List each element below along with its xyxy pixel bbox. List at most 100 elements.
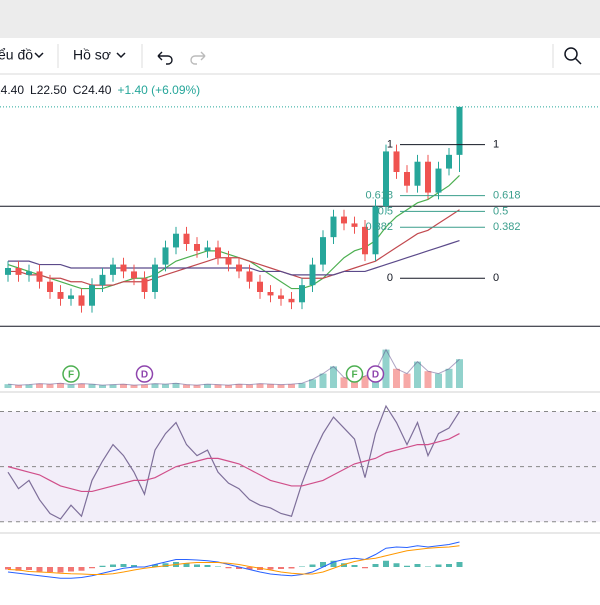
candle-body [225, 257, 232, 265]
macd-histogram [351, 565, 358, 567]
window-top [0, 0, 600, 38]
macd-histogram [236, 567, 242, 569]
candle-body [320, 237, 326, 265]
macd-histogram [120, 564, 127, 567]
search-icon [564, 47, 578, 61]
candle-body [194, 244, 200, 251]
volume-bar [15, 385, 22, 388]
macd-histogram [225, 567, 232, 569]
candle-body [257, 281, 263, 292]
candle-body [362, 226, 368, 255]
candle-body [57, 292, 64, 299]
redo-button[interactable] [190, 51, 206, 65]
volume-bar [225, 385, 232, 388]
volume-bar [340, 377, 348, 388]
volume-bar [235, 384, 243, 388]
legend-value: C24.40 [73, 83, 112, 97]
undo-button[interactable] [157, 51, 173, 65]
macd-histogram [5, 567, 11, 570]
event-marker [345, 365, 364, 383]
event-marker [62, 365, 80, 383]
candle-body [152, 264, 158, 292]
volume-bar [403, 373, 411, 388]
macd-histogram [162, 563, 169, 567]
rsi-line [7, 404, 461, 520]
profile-menu[interactable]: Hồ sơ [73, 47, 111, 63]
volume-bar [162, 384, 169, 388]
macd-histogram [57, 567, 64, 573]
volume-bar [172, 383, 180, 388]
candle-body [351, 223, 358, 227]
candle-body [78, 295, 85, 306]
fib-label: 0.5 [493, 205, 508, 217]
volume-bar [78, 383, 85, 388]
moving-average [8, 209, 460, 286]
macd-histogram [320, 562, 326, 567]
macd-histogram [131, 565, 137, 567]
volume-bar [67, 384, 75, 388]
candle-body [341, 216, 347, 224]
chart-menu[interactable]: ểu đồ [0, 47, 33, 63]
fib-label: 0.382 [493, 221, 521, 233]
macd-histogram [404, 565, 410, 567]
macd-histogram [393, 563, 400, 567]
event-marker [366, 365, 385, 383]
event-marker [135, 365, 154, 383]
fib-label: 0.618 [493, 190, 521, 202]
volume-bar [330, 366, 337, 388]
candle-body [68, 295, 74, 299]
candle-body [15, 268, 22, 275]
volume-bar [99, 385, 106, 388]
legend-value: 24.40 [0, 83, 24, 97]
fib-label: 0 [387, 272, 393, 284]
macd-histogram [341, 563, 347, 567]
volume-bar [445, 368, 453, 388]
legend-value: +1.40 (+6.09%) [117, 83, 200, 97]
candle-body [446, 154, 452, 169]
macd-histogram [215, 566, 221, 567]
volume-bar [183, 384, 190, 388]
candle-body [246, 271, 253, 282]
macd-histogram [456, 562, 463, 567]
fib-label: 0.382 [365, 221, 393, 233]
volume-bar [256, 383, 264, 388]
search-icon [574, 57, 582, 65]
volume-bar [424, 371, 432, 388]
macd-histogram [183, 563, 190, 567]
volume-bar [309, 379, 316, 388]
candle-body [288, 298, 295, 303]
signal-line [7, 545, 460, 575]
fib-label: 0 [493, 272, 499, 284]
volume-bar [25, 384, 33, 388]
volume-bar [246, 384, 253, 388]
volume-bar [414, 361, 421, 388]
candle-body [162, 247, 169, 265]
moving-average [8, 240, 460, 276]
event-label: D [372, 370, 379, 381]
macd-histogram [15, 567, 22, 571]
candle-body [183, 233, 190, 244]
macd-histogram [194, 564, 200, 567]
candle-body [393, 151, 400, 172]
volume-ma [7, 348, 460, 386]
macd-histogram [36, 567, 43, 572]
candle-body [267, 292, 274, 296]
macd-histogram [152, 564, 158, 567]
candle-body [435, 168, 442, 193]
rsi-ma [7, 433, 460, 493]
volume-bar [351, 380, 358, 388]
chevron [116, 52, 126, 59]
macd-histogram [446, 564, 452, 567]
candle-body [89, 285, 95, 306]
volume-bar [130, 385, 138, 388]
candle-body [404, 172, 410, 186]
macd-histogram [309, 564, 316, 567]
volume-bar [267, 384, 274, 388]
volume-bar [57, 383, 64, 388]
candle-body [372, 206, 379, 255]
macd-histogram [89, 567, 95, 569]
fib-label: 1 [387, 138, 393, 150]
search-button[interactable] [564, 47, 582, 65]
